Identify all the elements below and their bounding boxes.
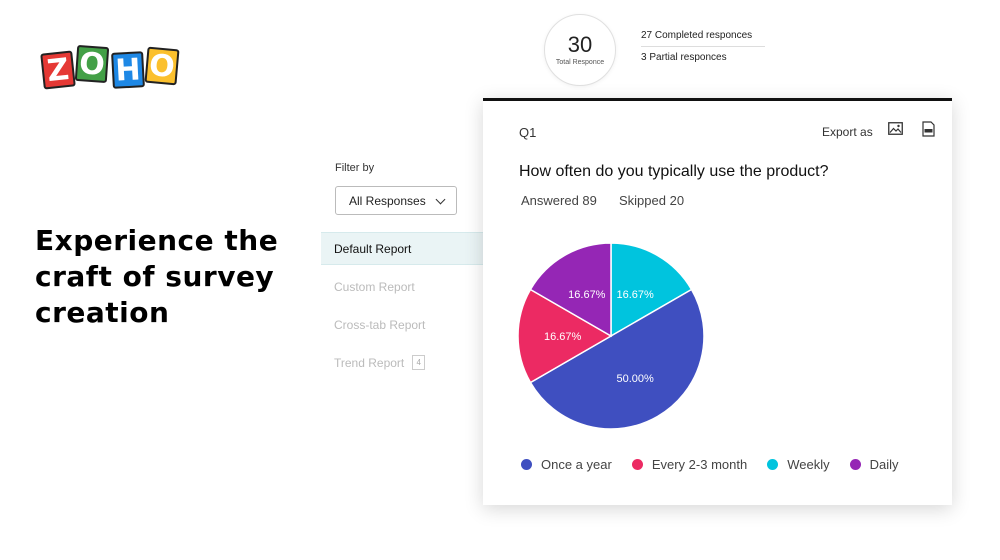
skipped-count: Skipped 20 bbox=[619, 193, 685, 208]
pie-label-weekly: 16.67% bbox=[617, 289, 655, 301]
completed-responses: 27 Completed responces bbox=[641, 30, 753, 41]
legend-item[interactable]: Daily bbox=[849, 457, 899, 472]
logo-letter: O bbox=[147, 47, 177, 85]
partial-responses: 3 Partial responces bbox=[641, 52, 727, 63]
pie-label-once-a-year: 50.00% bbox=[617, 373, 655, 385]
chart-legend: Once a year Every 2-3 month Weekly Daily bbox=[521, 457, 919, 472]
report-label: Trend Report bbox=[334, 355, 405, 370]
pie-slice-every-2-3-month[interactable] bbox=[517, 288, 613, 384]
chevron-down-icon bbox=[435, 194, 446, 205]
answered-count: Answered 89 bbox=[521, 193, 597, 208]
legend-item[interactable]: Weekly bbox=[767, 457, 830, 472]
legend-label: Every 2-3 month bbox=[651, 457, 748, 472]
filter-selected-value: All Responses bbox=[349, 193, 426, 208]
total-responses-circle: 30 Total Responce bbox=[544, 14, 616, 86]
legend-dot bbox=[767, 459, 779, 470]
pdf-icon[interactable] bbox=[922, 121, 935, 137]
logo-letter: Z bbox=[45, 51, 71, 89]
total-responses-count: 30 bbox=[567, 32, 593, 57]
logo-tile-o2: O bbox=[144, 46, 180, 86]
hero-line-1: Experience the bbox=[35, 224, 279, 257]
legend-label: Weekly bbox=[787, 457, 830, 472]
legend-label: Once a year bbox=[541, 457, 612, 472]
logo-letter: H bbox=[114, 51, 142, 89]
question-report-card: Q1 Export as How often do you typically … bbox=[483, 98, 952, 505]
report-default[interactable]: Default Report bbox=[321, 232, 483, 265]
export-label: Export as bbox=[822, 125, 873, 139]
pie-slice-daily[interactable] bbox=[529, 242, 612, 338]
report-label: Default Report bbox=[334, 241, 412, 256]
legend-label: Daily bbox=[869, 457, 899, 472]
hero-line-3: creation bbox=[35, 296, 170, 329]
response-pie-chart: 16.67% 50.00% 16.67% 16.67% bbox=[517, 242, 705, 430]
legend-dot bbox=[631, 459, 643, 470]
filter-label: Filter by bbox=[335, 162, 375, 174]
pie-slice-once-a-year[interactable] bbox=[529, 288, 705, 430]
logo-tile-h: H bbox=[111, 51, 145, 89]
pie-label-every-2-3-month: 16.67% bbox=[544, 331, 582, 343]
hero-line-2: craft of survey bbox=[35, 260, 275, 293]
pie-label-daily: 16.67% bbox=[568, 289, 606, 301]
question-number: Q1 bbox=[519, 125, 537, 140]
report-label: Cross-tab Report bbox=[334, 317, 426, 332]
logo-tile-z: Z bbox=[40, 50, 76, 90]
image-icon[interactable] bbox=[888, 122, 903, 135]
report-label: Custom Report bbox=[334, 279, 415, 294]
pie-slice-weekly[interactable] bbox=[610, 242, 693, 338]
report-cross-tab[interactable]: Cross-tab Report bbox=[321, 308, 483, 341]
report-trend[interactable]: Trend Report 4 bbox=[321, 346, 483, 379]
hero-headline: Experience the craft of survey creation bbox=[35, 223, 305, 331]
legend-dot bbox=[521, 459, 532, 470]
logo-letter: O bbox=[78, 45, 106, 83]
total-responses-label: Total Responce bbox=[555, 59, 605, 66]
trend-report-badge: 4 bbox=[412, 355, 426, 370]
legend-dot bbox=[849, 459, 861, 470]
question-text: How often do you typically use the produ… bbox=[519, 163, 829, 180]
legend-item[interactable]: Once a year bbox=[521, 457, 612, 472]
zoho-logo: Z O H O bbox=[40, 44, 182, 94]
legend-item[interactable]: Every 2-3 month bbox=[631, 457, 748, 472]
summary-divider bbox=[641, 46, 765, 47]
filter-dropdown[interactable]: All Responses bbox=[335, 186, 457, 215]
logo-tile-o1: O bbox=[74, 44, 110, 84]
report-custom[interactable]: Custom Report bbox=[321, 270, 483, 303]
